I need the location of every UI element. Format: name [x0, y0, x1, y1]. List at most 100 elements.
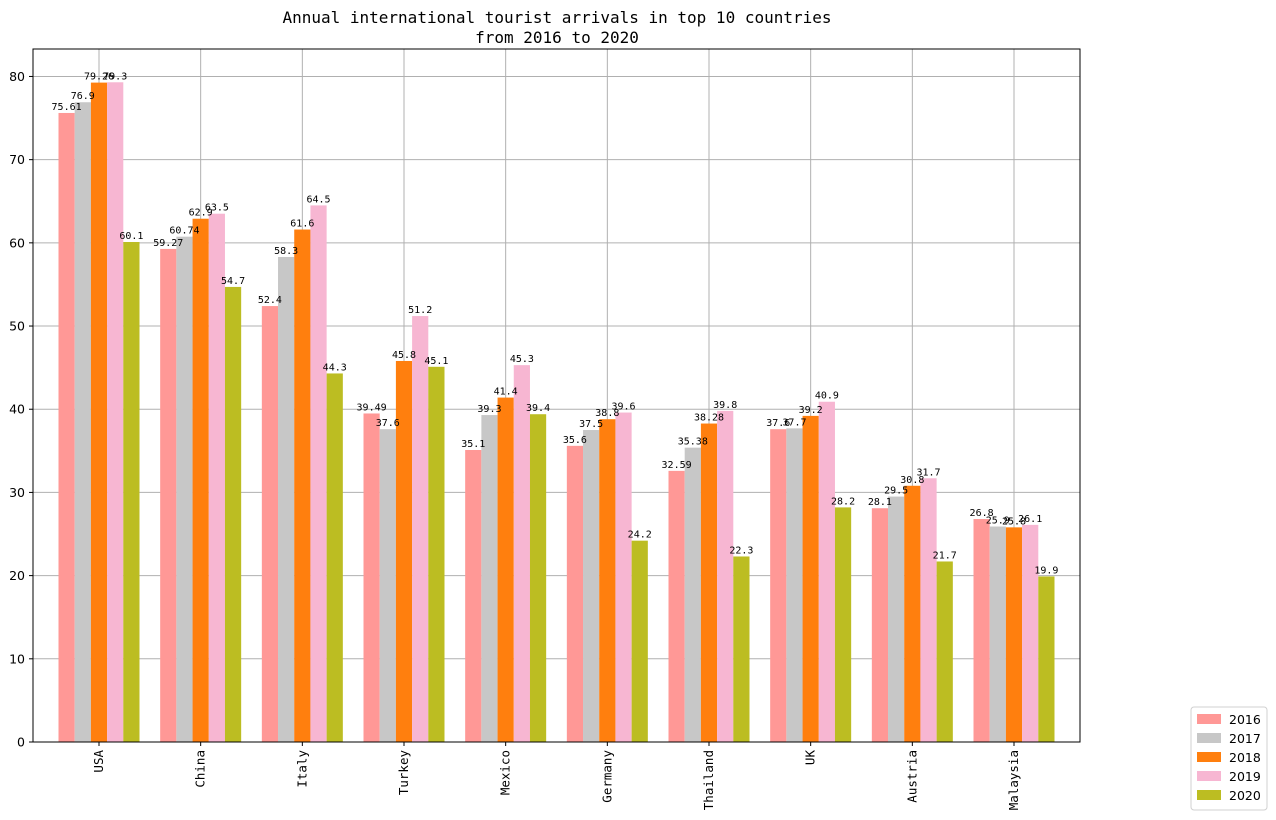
data-label: 39.3	[477, 404, 501, 415]
bar-malaysia-2018	[1005, 527, 1023, 742]
y-tick-label: 20	[9, 568, 25, 583]
bar-germany-2018	[599, 419, 616, 742]
bar-italy-2016	[261, 306, 279, 742]
y-tick-label: 80	[9, 69, 25, 84]
data-label: 41.4	[494, 387, 518, 398]
data-label: 45.1	[424, 356, 448, 367]
chart-title: Annual international tourist arrivals in…	[282, 8, 831, 47]
bar-china-2017	[176, 236, 193, 743]
bar-malaysia-2016	[973, 519, 990, 742]
bars	[58, 82, 1055, 743]
data-label: 35.6	[563, 435, 587, 446]
legend-label: 2017	[1229, 731, 1261, 746]
legend-label: 2016	[1229, 712, 1261, 727]
bar-mexico-2016	[465, 449, 482, 742]
data-label: 39.2	[799, 405, 823, 416]
data-label: 37.7	[782, 417, 806, 428]
data-label: 39.4	[526, 403, 550, 414]
bar-austria-2019	[920, 478, 937, 742]
data-label: 79.26	[84, 72, 114, 83]
bar-mexico-2019	[513, 365, 530, 742]
data-label: 62.9	[189, 208, 213, 219]
data-label: 24.2	[628, 530, 652, 541]
data-label: 25.8	[1002, 516, 1026, 527]
bar-uk-2016	[770, 429, 787, 742]
y-tick-label: 10	[9, 651, 25, 666]
legend-swatch	[1197, 790, 1221, 800]
x-tick-label: USA	[91, 750, 106, 773]
data-label: 52.4	[258, 295, 282, 306]
bar-uk-2017	[786, 428, 803, 742]
bar-mexico-2020	[529, 414, 547, 742]
legend-swatch	[1197, 771, 1221, 781]
bar-italy-2018	[294, 229, 311, 742]
legend-swatch	[1197, 714, 1221, 724]
data-label: 60.74	[169, 226, 199, 237]
y-tick-label: 0	[17, 735, 25, 750]
data-label: 35.38	[678, 437, 708, 448]
bar-turkey-2017	[379, 429, 396, 742]
bar-thailand-2018	[700, 423, 718, 742]
data-label: 37.6	[376, 418, 400, 429]
bar-austria-2016	[871, 508, 889, 742]
bar-mexico-2018	[497, 397, 514, 742]
bar-usa-2018	[90, 82, 108, 742]
bar-germany-2017	[583, 430, 600, 742]
legend-label: 2019	[1229, 769, 1261, 784]
bar-germany-2016	[566, 445, 584, 742]
bar-uk-2019	[818, 401, 835, 742]
data-label: 29.5	[884, 486, 908, 497]
data-label: 54.7	[221, 276, 245, 287]
data-label: 61.6	[290, 219, 314, 230]
bar-china-2020	[224, 286, 242, 742]
data-label: 37.5	[579, 419, 603, 430]
legend: 2016 2017 2018 2019 2020	[1190, 706, 1268, 811]
y-tick-label: 40	[9, 402, 25, 417]
data-label: 31.7	[916, 467, 940, 478]
data-label: 64.5	[306, 194, 330, 205]
bar-malaysia-2019	[1022, 524, 1039, 742]
data-label: 39.6	[611, 402, 635, 413]
x-tick-label: China	[193, 750, 208, 788]
axes: 0 10 20 30 40 50 60 70 80 USA China Italy Turkey Mexi…	[9, 48, 1081, 810]
data-label: 21.7	[933, 550, 957, 561]
data-label: 35.1	[461, 439, 485, 450]
y-tick-label: 30	[9, 485, 25, 500]
x-tick-label: Turkey	[396, 750, 411, 796]
bar-thailand-2020	[733, 556, 750, 742]
legend-swatch	[1197, 733, 1221, 743]
data-label: 38.28	[694, 413, 724, 424]
bar-italy-2019	[310, 205, 327, 742]
bar-china-2016	[160, 248, 177, 742]
y-tick-label: 50	[9, 319, 25, 334]
chart-title-line: Annual international tourist arrivals in…	[282, 8, 831, 27]
x-tick-label: Germany	[599, 750, 614, 803]
data-label: 79.3	[103, 71, 127, 82]
data-label: 37.6	[766, 418, 790, 429]
legend-label: 2018	[1229, 750, 1261, 765]
bar-china-2019	[208, 213, 225, 743]
data-label: 28.1	[868, 497, 892, 508]
data-label: 76.9	[71, 91, 95, 102]
bar-germany-2020	[631, 540, 648, 742]
data-label: 22.3	[729, 545, 753, 556]
x-tick-label: Italy	[294, 750, 309, 788]
bar-mexico-2017	[481, 415, 498, 742]
data-label: 25.9	[986, 516, 1010, 527]
bar-italy-2020	[326, 373, 343, 742]
bar-austria-2018	[904, 485, 921, 742]
x-tick-label: Mexico	[498, 750, 513, 795]
data-label: 19.9	[1034, 565, 1058, 576]
bar-thailand-2019	[717, 410, 734, 742]
data-label: 32.59	[662, 460, 692, 471]
plot-frame	[32, 48, 1081, 743]
bar-thailand-2016	[668, 470, 685, 742]
bar-thailand-2017	[684, 447, 701, 742]
data-label: 58.3	[274, 246, 298, 257]
legend-label: 2020	[1229, 788, 1261, 803]
data-label: 63.5	[205, 203, 229, 214]
bar-austria-2017	[888, 496, 905, 742]
bar-usa-2016	[58, 112, 75, 742]
